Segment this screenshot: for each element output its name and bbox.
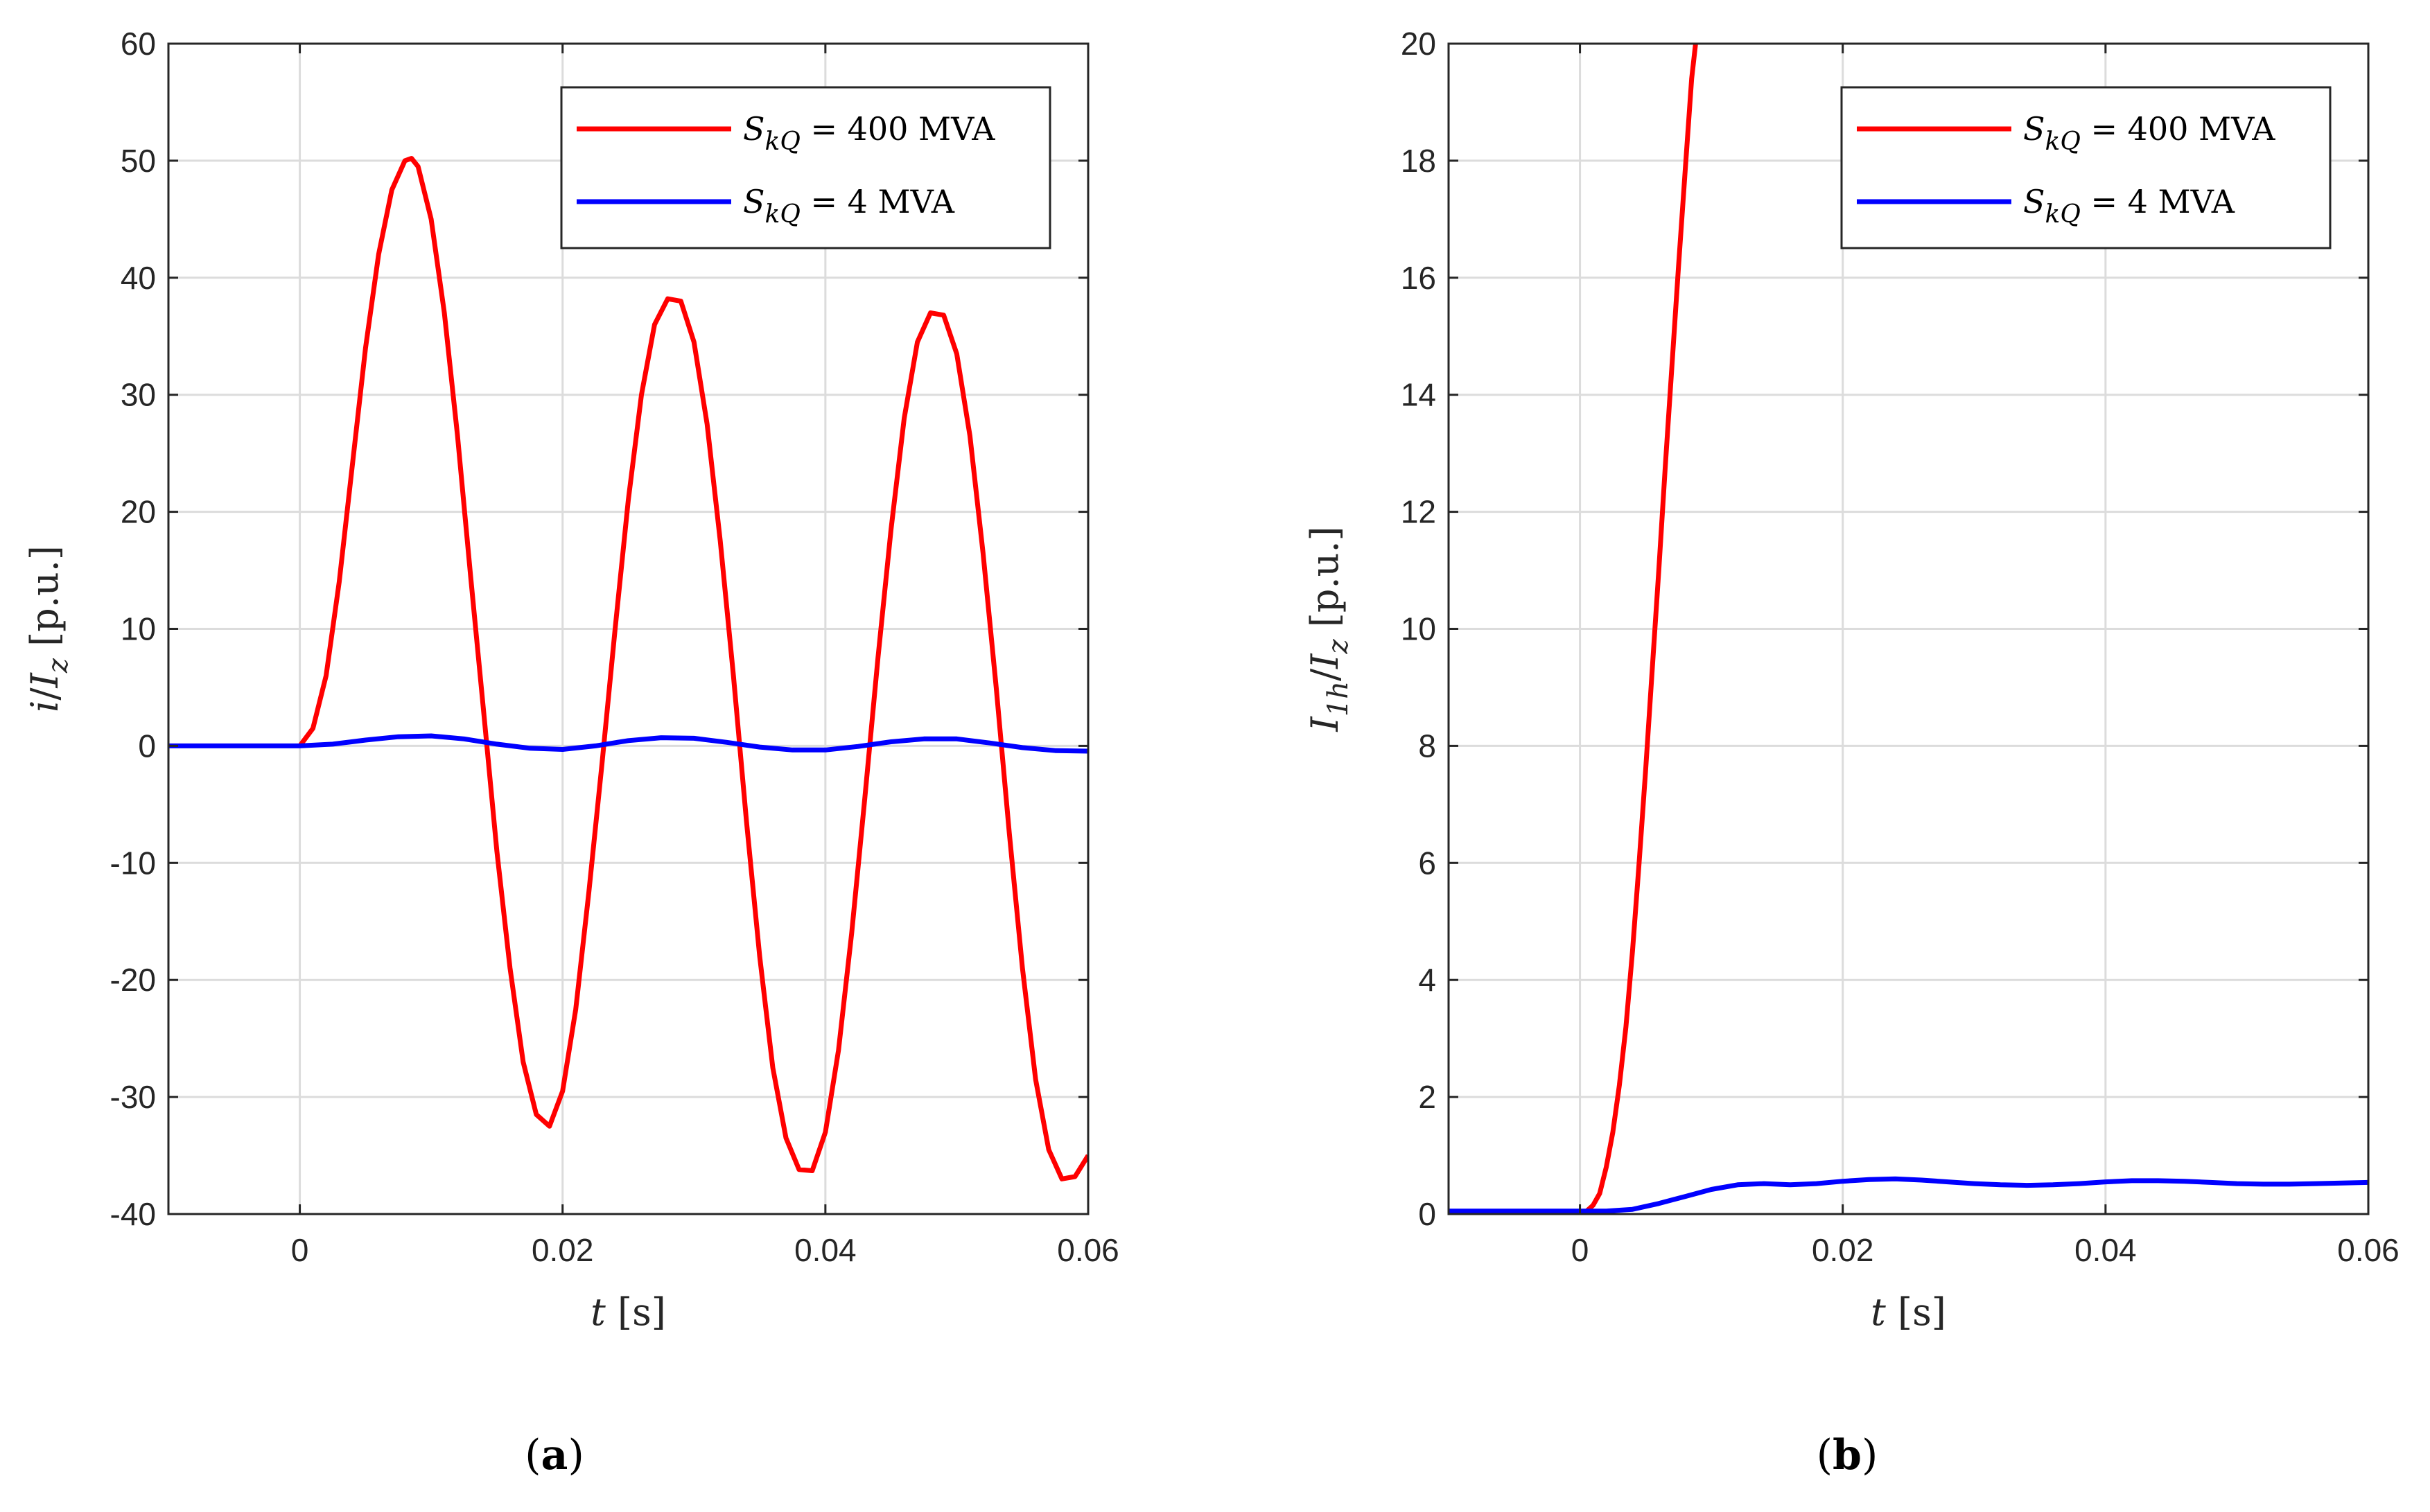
chart-panel-b: 0 0.02 0.04 0.06 0 2 4 6 8 10 12 14 16 18 20 t [s] I1h/I… (1303, 26, 2400, 1479)
y-tick-label: 16 (1401, 260, 1436, 296)
y-tick-label: 0 (1418, 1196, 1436, 1232)
y-tick-label: 6 (1418, 845, 1436, 881)
legend-box (1840, 86, 2332, 249)
y-tick-label: 4 (1418, 962, 1436, 998)
y-tick-label: -10 (110, 845, 156, 881)
x-tick-label: 0.02 (532, 1232, 594, 1268)
y-axis-label: i/Iz [p.u.] (23, 545, 74, 712)
y-tick-label: 12 (1401, 494, 1436, 530)
legend-label-4mva: SkQ = 4 MVA (743, 183, 955, 229)
y-tick-label: 40 (121, 260, 156, 296)
y-tick-label: 18 (1401, 143, 1436, 179)
y-tick-label: 50 (121, 143, 156, 179)
y-tick-label: 0 (138, 728, 156, 764)
y-tick-label: 10 (121, 611, 156, 647)
x-axis-label: t [s] (591, 1290, 666, 1334)
panel-label-b: (b) (1817, 1431, 1878, 1479)
y-tick-label: -40 (110, 1196, 156, 1232)
panel-label-a: (a) (525, 1431, 584, 1479)
y-tick-label: 30 (121, 377, 156, 413)
y-tick-label: 14 (1401, 377, 1436, 413)
x-tick-label: 0.06 (1057, 1232, 1119, 1268)
series-line-400mva (297, 156, 1088, 1181)
legend-box (560, 86, 1051, 249)
y-tick-label: 20 (121, 494, 156, 530)
x-tick-label: 0.04 (794, 1232, 857, 1268)
series-line-4mva (1449, 1176, 2368, 1214)
y-tick-label: 20 (1401, 26, 1436, 62)
y-tick-label: 2 (1418, 1079, 1436, 1115)
legend: SkQ = 400 MVA SkQ = 4 MVA (560, 86, 1051, 249)
x-tick-label: 0 (1571, 1232, 1589, 1268)
series-line-4mva (168, 733, 1088, 754)
legend-label-400mva: SkQ = 400 MVA (743, 110, 995, 156)
y-tick-label: 60 (121, 26, 156, 62)
x-axis-label: t [s] (1871, 1290, 1946, 1334)
y-tick-label: -30 (110, 1079, 156, 1115)
y-tick-label: -20 (110, 962, 156, 998)
y-axis-label: I1h/Iz [p.u.] (1303, 526, 1354, 732)
legend-label-4mva: SkQ = 4 MVA (2023, 183, 2235, 229)
legend: SkQ = 400 MVA SkQ = 4 MVA (1840, 86, 2332, 249)
x-tick-label: 0.02 (1812, 1232, 1874, 1268)
x-tick-label: 0 (291, 1232, 309, 1268)
x-tick-label: 0.06 (2337, 1232, 2400, 1268)
chart-panel-a: 0 0.02 0.04 0.06 -40 -30 -20 -10 0 10 20 30 40 50 60 t … (23, 26, 1119, 1479)
legend-label-400mva: SkQ = 400 MVA (2023, 110, 2275, 156)
x-tick-label: 0.04 (2074, 1232, 2137, 1268)
y-tick-label: 10 (1401, 611, 1436, 647)
y-tick-label: 8 (1418, 728, 1436, 764)
series-line-400mva (1579, 44, 1698, 1214)
